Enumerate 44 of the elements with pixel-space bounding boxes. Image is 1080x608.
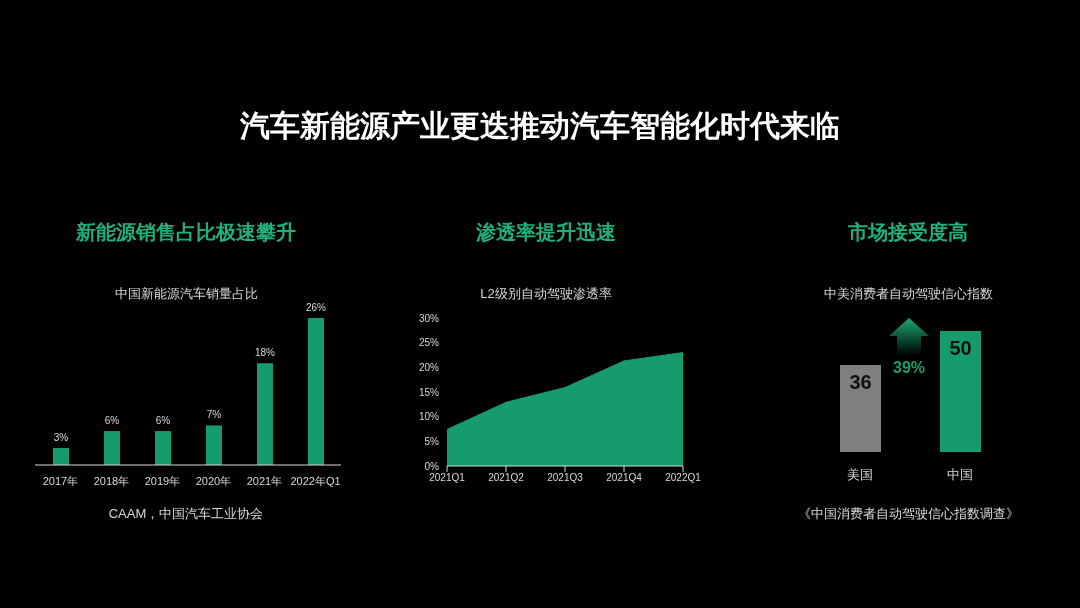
x-tick-label: 2017年 (42, 474, 79, 487)
y-tick-label: 20% (418, 361, 440, 373)
x-tick-label: 2022年Q1 (290, 474, 341, 487)
y-tick-label: 5% (424, 435, 440, 447)
x-tick-label: 2019年 (144, 474, 181, 487)
chart-subtitle: L2级别自动驾驶渗透率 (479, 285, 613, 303)
bar (104, 431, 120, 465)
data-label: 50 (949, 337, 972, 360)
x-tick-label: 2021Q4 (606, 472, 643, 484)
y-tick-label: 10% (418, 411, 440, 423)
data-label: 6% (155, 415, 171, 427)
x-tick-label: 中国 (947, 467, 973, 483)
text: 《中国消费者自动驾驶信心指数调查》 (796, 505, 1020, 523)
x-tick-label: 美国 (847, 467, 873, 483)
bar (257, 363, 273, 465)
y-tick-label: 0% (424, 460, 440, 472)
annotation: 39% (892, 359, 926, 376)
bar (53, 448, 69, 465)
chart-subtitle: 中美消费者自动驾驶信心指数 (822, 285, 994, 303)
y-tick-label: 25% (418, 337, 440, 349)
x-tick-label: 2020年 (195, 474, 232, 487)
data-label: 3% (53, 432, 69, 444)
x-tick-label: 2021Q1 (429, 472, 466, 484)
data-label: 7% (206, 409, 222, 421)
text: CAAM，中国汽车工业协会 (107, 505, 265, 523)
bar (155, 431, 171, 465)
x-tick-label: 2022Q1 (665, 472, 702, 484)
chart-title: 新能源销售占比极速攀升 (75, 220, 297, 245)
data-label: 6% (104, 415, 120, 427)
chart-title: 渗透率提升迅速 (475, 220, 617, 245)
x-tick-label: 2021Q2 (488, 472, 525, 484)
x-tick-label: 2021Q3 (547, 472, 584, 484)
x-tick-label: 2021年 (246, 474, 283, 487)
chart-subtitle: 中国新能源汽车销量占比 (113, 285, 259, 303)
data-label: 26% (305, 302, 327, 313)
data-label: 36 (849, 371, 872, 394)
y-tick-label: 15% (418, 386, 440, 398)
data-label: 18% (254, 347, 276, 359)
text: 汽车新能源产业更迭推动汽车智能化时代来临 (239, 108, 841, 144)
bar (308, 318, 324, 465)
x-tick-label: 2018年 (93, 474, 130, 487)
chart-title: 市场接受度高 (847, 220, 969, 245)
bar (206, 425, 222, 465)
y-tick-label: 30% (418, 312, 440, 324)
